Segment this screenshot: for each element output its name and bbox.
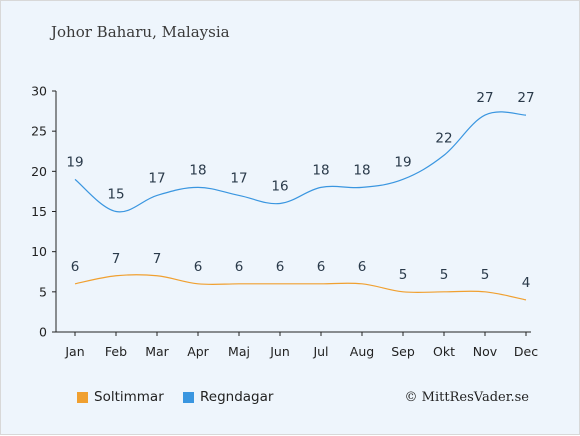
data-label-soltimmar: 6 bbox=[317, 259, 326, 275]
data-label-soltimmar: 6 bbox=[71, 259, 80, 275]
y-tick-label: 15 bbox=[31, 204, 47, 219]
series-line-regndagar bbox=[74, 111, 527, 213]
data-label-regndagar: 18 bbox=[189, 162, 206, 178]
data-label-regndagar: 19 bbox=[66, 154, 83, 170]
x-tick-label: Aug bbox=[350, 344, 374, 359]
x-tick-label: Jul bbox=[312, 344, 328, 359]
data-label-soltimmar: 5 bbox=[399, 267, 408, 283]
data-label-soltimmar: 6 bbox=[276, 259, 285, 275]
data-label-regndagar: 17 bbox=[148, 170, 165, 186]
data-label-soltimmar: 7 bbox=[112, 251, 121, 267]
data-label-regndagar: 15 bbox=[107, 187, 124, 203]
legend-item-regndagar: Regndagar bbox=[183, 389, 273, 405]
data-label-regndagar: 19 bbox=[394, 154, 411, 170]
y-tick-label: 30 bbox=[31, 84, 47, 99]
data-label-soltimmar: 6 bbox=[235, 259, 244, 275]
x-tick-label: Mar bbox=[145, 344, 169, 359]
data-label-soltimmar: 5 bbox=[481, 267, 490, 283]
data-label-regndagar: 16 bbox=[271, 178, 288, 194]
data-label-soltimmar: 4 bbox=[522, 275, 531, 291]
x-tick-label: Apr bbox=[187, 344, 209, 359]
x-tick-label: Feb bbox=[105, 344, 127, 359]
y-tick-label: 25 bbox=[31, 124, 47, 139]
data-label-soltimmar: 7 bbox=[153, 251, 162, 267]
x-tick-label: Jan bbox=[64, 344, 84, 359]
data-label-soltimmar: 6 bbox=[358, 259, 367, 275]
x-tick-label: Jun bbox=[269, 344, 290, 359]
legend-label-soltimmar: Soltimmar bbox=[94, 389, 164, 405]
x-tick-label: Nov bbox=[473, 344, 498, 359]
x-tick-label: Maj bbox=[228, 344, 250, 359]
credit-text: © MittResVader.se bbox=[404, 390, 529, 405]
x-tick-label: Dec bbox=[514, 344, 538, 359]
y-tick-label: 0 bbox=[39, 325, 47, 340]
y-tick-label: 10 bbox=[31, 244, 47, 259]
x-tick-label: Okt bbox=[433, 344, 455, 359]
data-label-regndagar: 27 bbox=[517, 90, 534, 106]
data-label-regndagar: 27 bbox=[476, 90, 493, 106]
legend-swatch-soltimmar bbox=[77, 391, 88, 403]
x-tick-label: Sep bbox=[391, 344, 415, 359]
y-tick-label: 5 bbox=[39, 284, 47, 299]
chart-title: Johor Baharu, Malaysia bbox=[51, 23, 230, 41]
legend-item-soltimmar: Soltimmar bbox=[77, 389, 164, 405]
data-label-soltimmar: 6 bbox=[194, 259, 203, 275]
data-label-regndagar: 18 bbox=[312, 162, 329, 178]
y-tick-label: 20 bbox=[31, 164, 47, 179]
data-label-regndagar: 18 bbox=[353, 162, 370, 178]
data-label-regndagar: 22 bbox=[435, 130, 452, 146]
legend-label-regndagar: Regndagar bbox=[200, 389, 274, 405]
data-label-regndagar: 17 bbox=[230, 170, 247, 186]
legend-swatch-regndagar bbox=[183, 391, 194, 403]
data-label-soltimmar: 5 bbox=[440, 267, 449, 283]
series-line-soltimmar bbox=[74, 274, 527, 301]
